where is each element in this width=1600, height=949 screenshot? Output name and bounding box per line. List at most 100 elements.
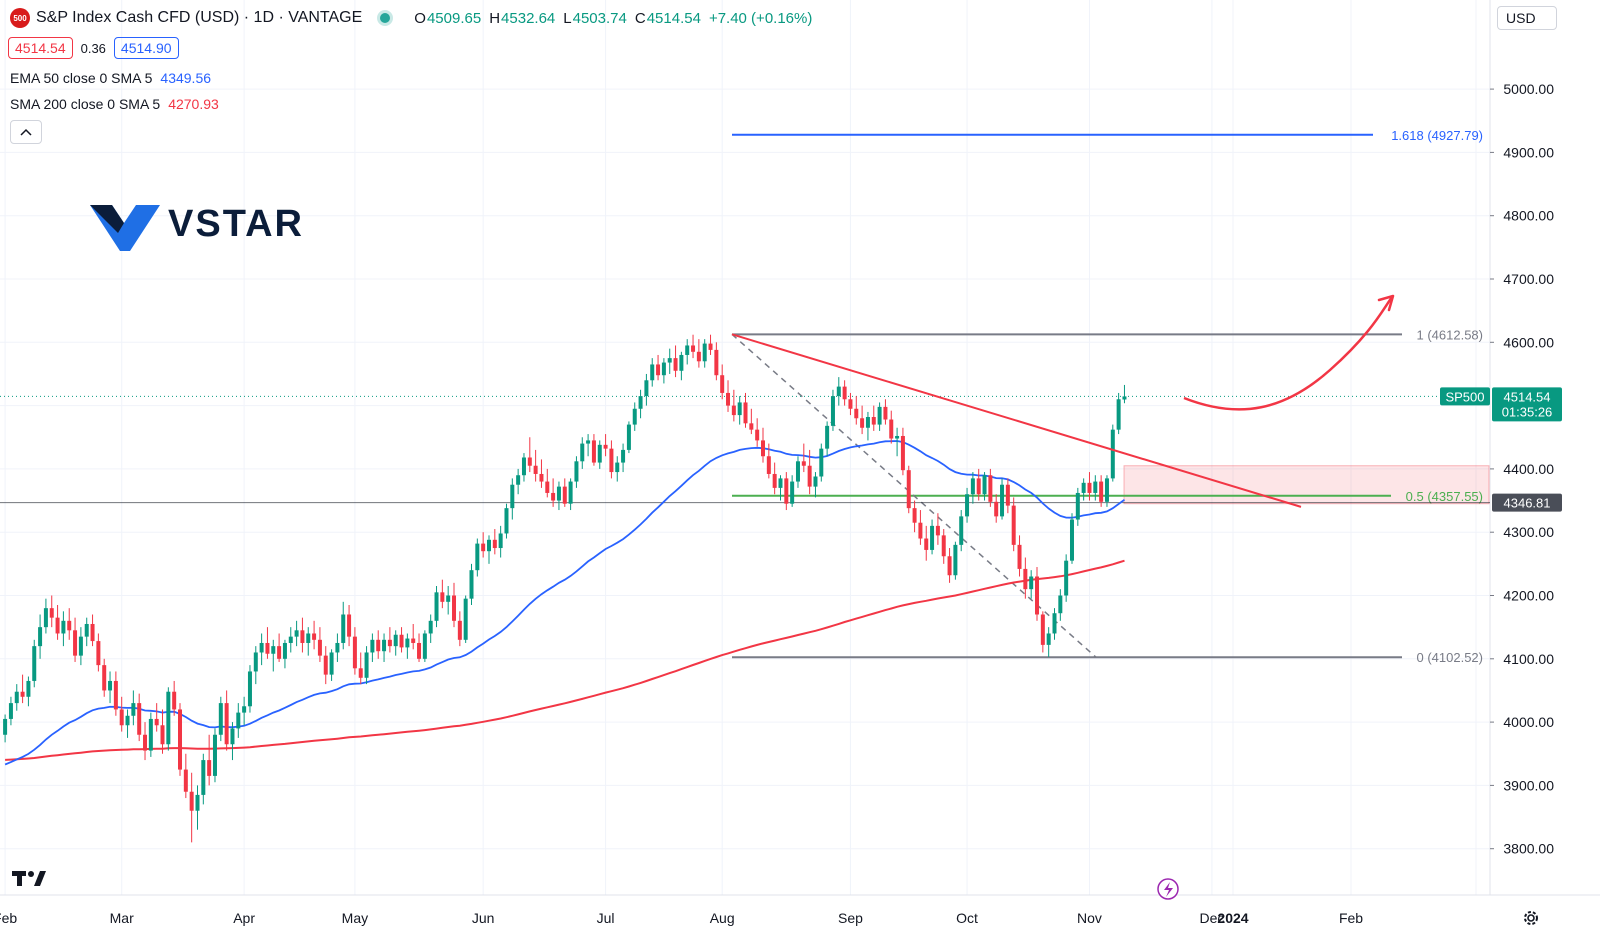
- price-axis-label: 4000.00: [1503, 714, 1554, 730]
- candle-body: [358, 668, 363, 678]
- candle-body: [399, 634, 404, 648]
- price-axis-label: 4100.00: [1503, 651, 1554, 667]
- candle-body: [26, 680, 31, 697]
- spread-value: 0.36: [80, 40, 106, 56]
- candle-body: [38, 627, 43, 647]
- settings-gear-icon[interactable]: [1521, 908, 1541, 928]
- candle-body: [854, 408, 859, 419]
- candle-body: [277, 646, 282, 659]
- candle-body: [930, 525, 935, 550]
- candle-body: [230, 728, 235, 745]
- price-axis-label: 5000.00: [1503, 81, 1554, 97]
- candle-body: [795, 461, 800, 482]
- candle-body: [1099, 481, 1104, 502]
- candle-body: [679, 354, 684, 371]
- candle-body: [516, 475, 521, 485]
- candle-body: [702, 343, 707, 362]
- candle-body: [312, 633, 317, 640]
- last-price-value: 4514.54: [1504, 389, 1551, 404]
- sma-indicator-legend[interactable]: SMA 200 close 0 SMA 5 4270.93: [10, 96, 219, 112]
- candle-body: [1029, 576, 1034, 590]
- collapse-legend-button[interactable]: [10, 120, 42, 144]
- candle-body: [1116, 399, 1121, 430]
- candle-body: [32, 646, 37, 681]
- candle-body: [108, 680, 113, 691]
- forecast-arrowhead-icon: [1377, 294, 1395, 312]
- candle-body: [242, 706, 247, 713]
- close-label: C: [634, 9, 646, 27]
- candle-body: [638, 396, 643, 409]
- candle-body: [667, 358, 672, 363]
- candle-body: [918, 522, 923, 539]
- candle-body: [96, 641, 101, 666]
- candle-body: [8, 703, 13, 719]
- buy-button[interactable]: 4514.90: [113, 37, 179, 59]
- candle-body: [615, 462, 620, 473]
- candle-body: [113, 680, 118, 710]
- time-axis-label: Jul: [597, 910, 615, 926]
- close-value: 4514.54: [646, 9, 701, 27]
- price-axis-label: 4800.00: [1503, 208, 1554, 224]
- candle-body: [673, 358, 678, 371]
- candle-body: [347, 614, 352, 637]
- price-axis-label: 4700.00: [1503, 271, 1554, 287]
- candle-body: [545, 481, 550, 493]
- ema-indicator-legend[interactable]: EMA 50 close 0 SMA 5 4349.56: [10, 70, 211, 86]
- candle-body: [970, 478, 975, 495]
- bar-countdown: 01:35:26: [1502, 404, 1553, 419]
- candle-body: [55, 617, 60, 634]
- candle-body: [877, 406, 882, 425]
- candle-body: [212, 734, 217, 776]
- open-value: 4509.65: [426, 9, 482, 27]
- time-axis-label: Feb: [1339, 910, 1363, 926]
- candle-body: [20, 691, 25, 697]
- time-axis-label: Aug: [710, 910, 735, 926]
- candle-body: [1069, 519, 1074, 561]
- candle-body: [61, 620, 66, 634]
- candle-body: [574, 461, 579, 482]
- candle-body: [201, 760, 206, 795]
- candle-body: [236, 712, 241, 729]
- price-axis-label: 3900.00: [1503, 777, 1554, 793]
- candle-body: [842, 386, 847, 400]
- candle-body: [195, 794, 200, 811]
- candle-body: [294, 630, 299, 637]
- candle-body: [43, 608, 48, 628]
- change-value: +7.40 (+0.16%): [708, 9, 813, 27]
- candle-body: [469, 570, 474, 599]
- candle-body: [504, 508, 509, 534]
- time-axis-label: Oct: [956, 910, 978, 926]
- candle-body: [912, 508, 917, 523]
- candle-body: [78, 636, 83, 656]
- candle-body: [288, 636, 293, 643]
- candle-body: [428, 620, 433, 634]
- candle-body: [271, 646, 276, 654]
- candle-body: [1017, 544, 1022, 569]
- candle-body: [696, 351, 701, 362]
- low-label: L: [563, 9, 572, 27]
- symbol-title[interactable]: S&P Index Cash CFD (USD) · 1D · VANTAGE: [36, 9, 363, 26]
- candle-body: [650, 364, 655, 381]
- candle-body: [819, 448, 824, 477]
- candle-body: [935, 525, 940, 536]
- candle-body: [900, 435, 905, 471]
- sell-button[interactable]: 4514.54: [8, 37, 73, 59]
- candle-body: [720, 375, 725, 393]
- candle-body: [772, 473, 777, 488]
- candle-body: [393, 634, 398, 647]
- candle-body: [218, 703, 223, 735]
- candle-body: [1035, 576, 1040, 615]
- candle-body: [644, 380, 649, 397]
- candle-body: [813, 476, 818, 487]
- candle-body: [562, 486, 567, 504]
- candle-body: [871, 416, 876, 425]
- tradingview-logo-icon[interactable]: [12, 869, 46, 887]
- candle-body: [160, 725, 165, 745]
- vstar-logo-text: VSTAR: [168, 203, 304, 245]
- currency-selector[interactable]: USD: [1497, 6, 1557, 30]
- candle-body: [457, 620, 462, 640]
- vstar-logo-icon: [90, 205, 160, 251]
- ema-50-line: [4, 440, 1126, 766]
- candle-body: [323, 655, 328, 675]
